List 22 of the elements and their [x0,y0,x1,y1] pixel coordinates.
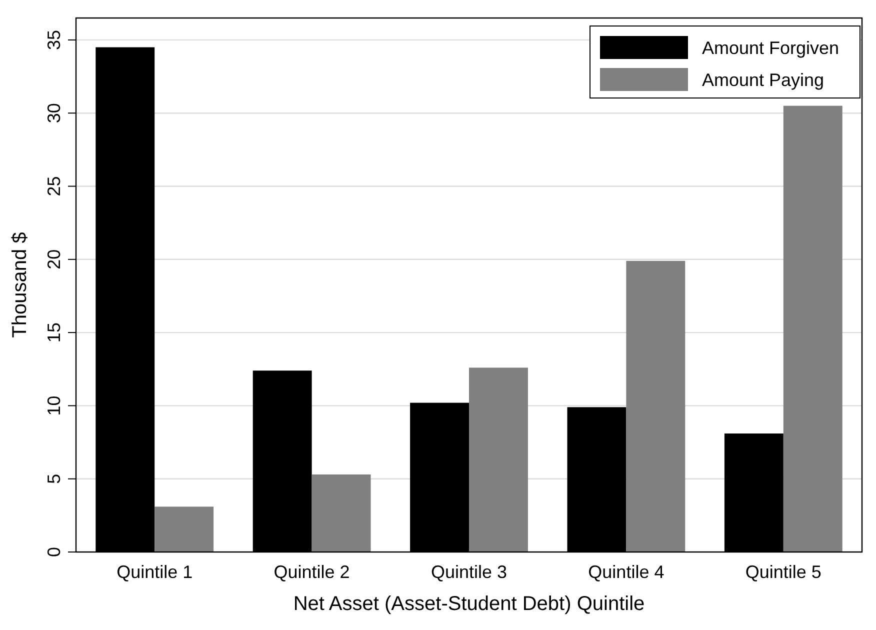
y-tick-label: 5 [44,474,64,484]
y-tick-label: 20 [44,249,64,270]
bar [469,368,528,552]
y-tick-label: 35 [44,30,64,50]
x-tick-label: Quintile 1 [116,562,193,582]
legend-label: Amount Forgiven [702,38,840,58]
y-axis-title: Thousand $ [9,232,31,338]
bar [783,106,842,552]
x-tick-label: Quintile 4 [588,562,664,582]
y-tick-label: 25 [44,176,64,196]
bar [154,506,214,552]
x-tick-label: Quintile 5 [745,562,822,582]
bar [312,474,371,552]
x-tick-label: Quintile 2 [274,562,350,582]
legend-label: Amount Paying [702,70,824,90]
y-tick-label: 30 [44,103,64,124]
x-tick-label: Quintile 3 [430,562,508,582]
y-tick-label: 15 [44,322,64,343]
y-tick-label: 0 [44,546,64,558]
bar [626,260,686,552]
y-tick-label: 10 [44,396,64,416]
x-axis-title: Net Asset (Asset-Student Debt) Quintile [293,593,645,615]
